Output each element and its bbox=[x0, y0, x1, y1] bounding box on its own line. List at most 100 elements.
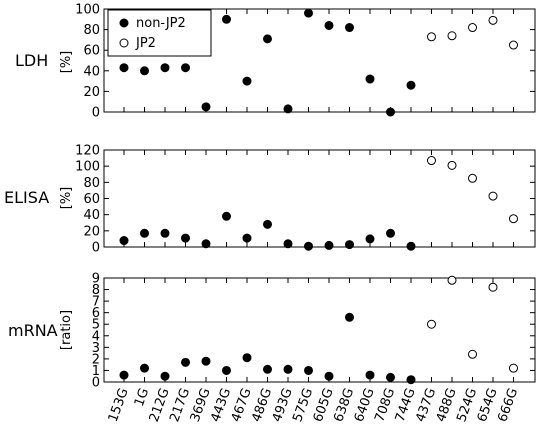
panel-ldh: 0 20 40 60 80 100 bbox=[75, 3, 536, 121]
point-ldh-non-jp2 bbox=[242, 76, 252, 86]
y-tick-label: 20 bbox=[83, 224, 100, 239]
y-tick-label: 1 bbox=[92, 364, 100, 379]
y-axis-label-elisa: [%] bbox=[59, 187, 74, 210]
x-tick-labels: 153G 1G212G217G369G443G467G486G493G575G60… bbox=[106, 386, 522, 424]
point-ldh-non-jp2 bbox=[222, 14, 231, 24]
point-mrna-non-jp2 bbox=[283, 364, 293, 374]
point-ldh-non-jp2 bbox=[119, 63, 129, 73]
point-elisa-jp2 bbox=[488, 191, 498, 201]
point-elisa-non-jp2 bbox=[201, 239, 211, 249]
y-tick-label: 6 bbox=[92, 306, 100, 321]
point-mrna-non-jp2 bbox=[201, 356, 211, 366]
y-tick-label: 100 bbox=[75, 160, 100, 175]
y-tick-label: 7 bbox=[92, 295, 100, 310]
point-mrna-jp2 bbox=[509, 363, 518, 373]
point-ldh-non-jp2 bbox=[201, 102, 211, 112]
y-tick-label: 80 bbox=[83, 23, 100, 38]
y-tick-label: 0 bbox=[92, 376, 100, 391]
point-elisa-non-jp2 bbox=[345, 240, 354, 250]
y-tick-label: 120 bbox=[75, 144, 100, 159]
point-elisa-non-jp2 bbox=[283, 239, 293, 249]
point-ldh-jp2 bbox=[447, 31, 457, 41]
point-mrna-jp2 bbox=[468, 349, 477, 359]
row-label-elisa: ELISA bbox=[4, 188, 49, 207]
point-mrna-non-jp2 bbox=[386, 372, 395, 382]
point-mrna-jp2 bbox=[427, 319, 436, 329]
point-ldh-jp2 bbox=[468, 23, 477, 33]
point-ldh-non-jp2 bbox=[304, 8, 313, 18]
point-ldh-non-jp2 bbox=[160, 63, 170, 73]
y-tick-label: 100 bbox=[75, 3, 100, 18]
y-tick-label: 20 bbox=[83, 85, 100, 100]
point-ldh-non-jp2 bbox=[406, 80, 416, 90]
y-tick-label: 4 bbox=[92, 329, 100, 344]
point-ldh-non-jp2 bbox=[365, 74, 375, 84]
row-label-ldh: LDH bbox=[15, 51, 48, 70]
point-ldh-non-jp2 bbox=[324, 20, 334, 30]
y-tick-label: 2 bbox=[92, 352, 100, 367]
y-tick-label: 60 bbox=[83, 192, 100, 207]
point-mrna-non-jp2 bbox=[181, 357, 190, 367]
x-tick-label: 153G bbox=[106, 386, 132, 424]
point-elisa-jp2 bbox=[447, 160, 457, 170]
point-elisa-non-jp2 bbox=[386, 228, 395, 238]
legend-marker-non-jp2 bbox=[119, 18, 129, 28]
plot-frame-mrna bbox=[103, 277, 536, 383]
point-mrna-non-jp2 bbox=[324, 371, 334, 381]
legend: non-JP2 JP2 bbox=[107, 9, 212, 57]
point-elisa-non-jp2 bbox=[160, 228, 170, 238]
point-elisa-non-jp2 bbox=[140, 228, 149, 238]
y-tick-label: 0 bbox=[92, 106, 100, 121]
point-elisa-non-jp2 bbox=[324, 240, 334, 250]
point-mrna-non-jp2 bbox=[119, 370, 129, 380]
point-mrna-non-jp2 bbox=[263, 364, 272, 374]
point-ldh-jp2 bbox=[427, 32, 436, 42]
point-elisa-non-jp2 bbox=[263, 219, 272, 229]
legend-box bbox=[107, 9, 212, 57]
y-tick-label: 9 bbox=[92, 272, 100, 287]
point-mrna-non-jp2 bbox=[304, 365, 313, 375]
point-ldh-non-jp2 bbox=[263, 34, 272, 44]
y-tick-label: 60 bbox=[83, 44, 100, 59]
point-mrna-non-jp2 bbox=[345, 312, 354, 322]
point-elisa-non-jp2 bbox=[365, 234, 375, 244]
y-tick-label: 5 bbox=[92, 318, 100, 333]
point-elisa-non-jp2 bbox=[242, 233, 252, 243]
point-mrna-non-jp2 bbox=[160, 371, 170, 381]
y-axis-label-ldh: [%] bbox=[59, 51, 74, 74]
y-tick-label: 80 bbox=[83, 176, 100, 191]
point-ldh-non-jp2 bbox=[181, 63, 190, 73]
legend-marker-jp2 bbox=[119, 38, 129, 48]
legend-label-jp2: JP2 bbox=[135, 36, 156, 51]
point-mrna-non-jp2 bbox=[365, 370, 375, 380]
x-tick-label: 1G bbox=[132, 386, 152, 408]
point-mrna-non-jp2 bbox=[242, 353, 252, 363]
point-mrna-jp2 bbox=[447, 275, 457, 285]
point-mrna-jp2 bbox=[488, 282, 498, 292]
y-tick-label: 40 bbox=[83, 64, 100, 79]
point-elisa-non-jp2 bbox=[406, 241, 416, 251]
point-elisa-non-jp2 bbox=[181, 233, 190, 243]
point-mrna-non-jp2 bbox=[140, 363, 149, 373]
point-ldh-non-jp2 bbox=[345, 23, 354, 33]
y-tick-label: 3 bbox=[92, 341, 100, 356]
y-tick-label: 40 bbox=[83, 208, 100, 223]
point-elisa-jp2 bbox=[509, 214, 518, 224]
point-ldh-jp2 bbox=[509, 40, 518, 50]
point-ldh-non-jp2 bbox=[140, 66, 149, 76]
y-tick-label: 0 bbox=[92, 241, 100, 256]
point-elisa-jp2 bbox=[468, 173, 477, 183]
point-ldh-non-jp2 bbox=[283, 104, 293, 114]
point-elisa-jp2 bbox=[427, 156, 436, 166]
point-elisa-non-jp2 bbox=[119, 236, 129, 246]
point-elisa-non-jp2 bbox=[222, 211, 231, 221]
plot-frame-ldh bbox=[103, 8, 536, 113]
point-elisa-non-jp2 bbox=[304, 241, 313, 251]
y-tick-label: 8 bbox=[92, 283, 100, 298]
point-mrna-non-jp2 bbox=[222, 365, 231, 375]
point-ldh-jp2 bbox=[488, 15, 498, 25]
point-mrna-non-jp2 bbox=[406, 375, 416, 385]
